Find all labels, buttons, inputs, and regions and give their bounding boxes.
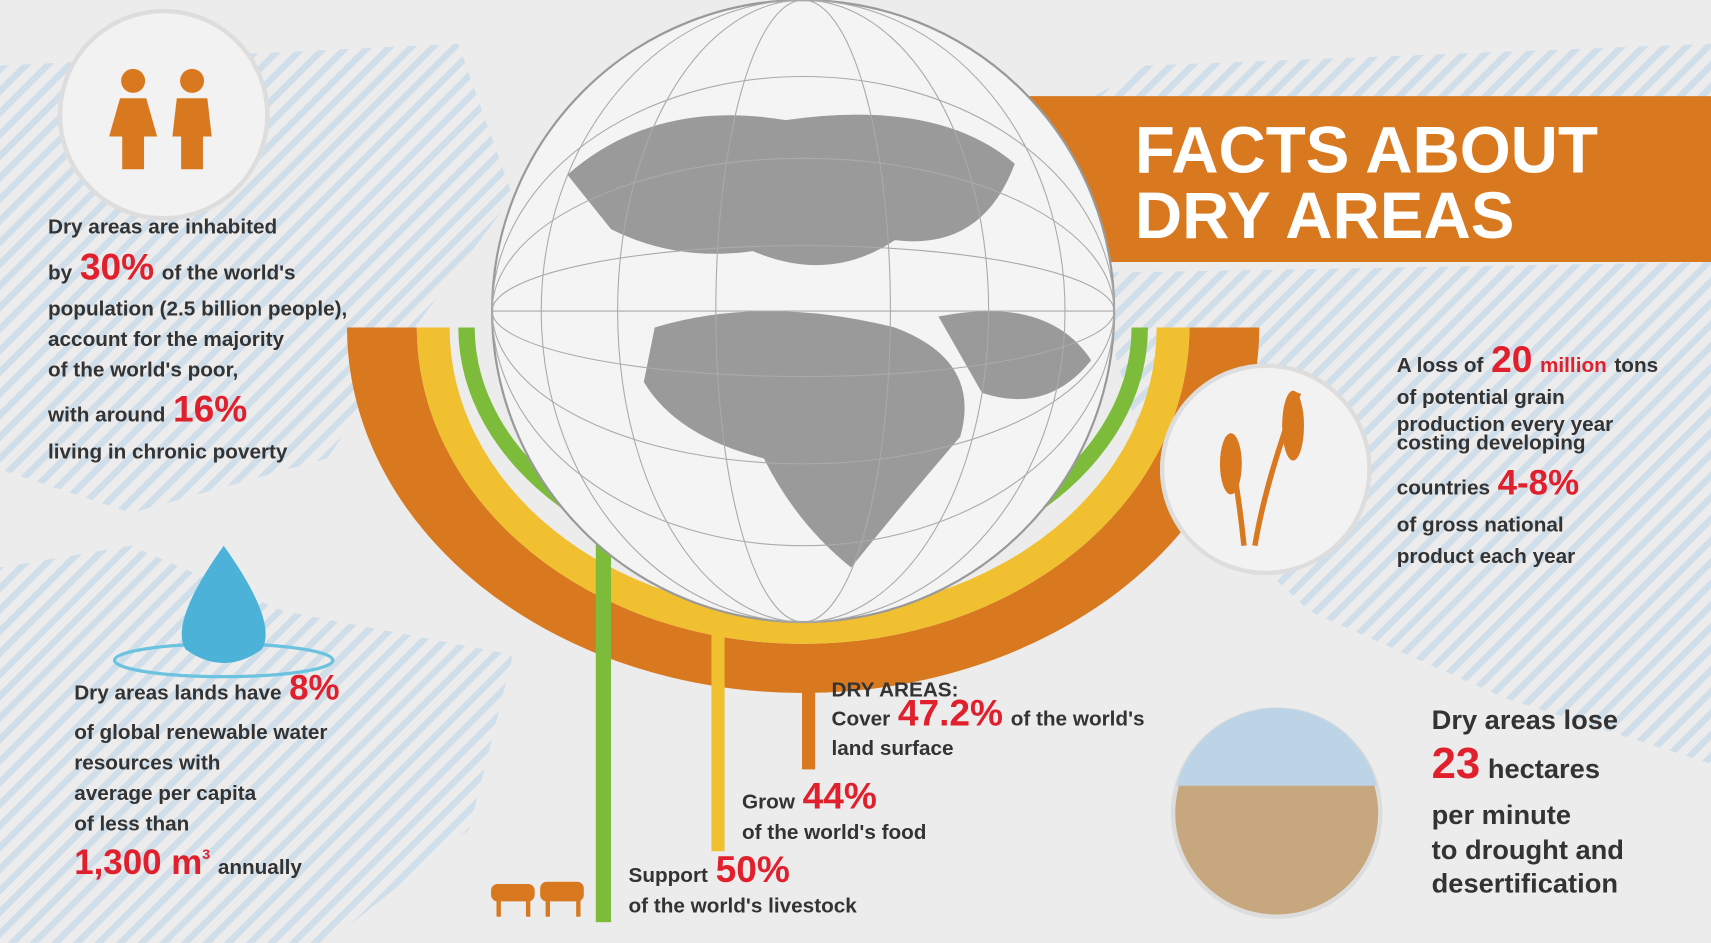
highlight: 20 [1491,338,1532,380]
highlight: 8% [289,669,339,708]
fact-text: of the world's food [742,821,926,844]
page: FACTS ABOUT DRY AREAS [0,0,1711,943]
fact-text: to drought and [1432,834,1624,865]
fact-line: desertification [1432,868,1618,899]
fact-text: Support [629,864,709,887]
fact-line: of gross national [1397,514,1564,537]
fact-line: Dry areas are inhabited [48,216,277,239]
fact-text: Cover [831,708,890,731]
fact-text: Dry areas lands have [74,682,281,705]
fact-line: of potential grain [1397,386,1565,409]
fact-text: living in chronic poverty [48,440,288,463]
fact-text: Dry areas are inhabited [48,216,277,239]
fact-text: costing developing [1397,432,1586,455]
fact-text: of the world's livestock [629,894,858,917]
highlight: 50% [716,848,790,890]
fact-text: per minute [1432,799,1571,830]
fact-line: of less than [74,813,189,836]
fact-text: Dry areas lose [1432,704,1618,735]
fact-text: desertification [1432,868,1618,899]
fact-text: of less than [74,813,189,836]
highlight: 4-8% [1498,463,1580,502]
fact-text: of the world's [1011,708,1145,731]
fact-line: Dry areas lose [1432,704,1618,735]
fact-line: of the world's food [742,821,926,844]
wheat-icon [1162,366,1369,573]
title: DRY AREAS [1135,179,1515,252]
bar-green [596,524,611,922]
fact-line: average per capita [74,782,256,805]
fact-text: with around [47,403,165,426]
fact-text: of potential grain [1397,386,1565,409]
fact-text: by [48,261,73,284]
fact-text: average per capita [74,782,256,805]
fact-line: account for the majority [48,328,284,351]
fact-text: A loss of [1397,354,1484,377]
fact-line: per minute [1432,799,1571,830]
highlight: 16% [173,387,247,429]
highlight: 23 [1432,739,1481,788]
fact-text: hectares [1488,753,1600,784]
fact-text: product each year [1397,545,1575,568]
fact-line: population (2.5 billion people), [48,297,347,320]
highlight: 44% [803,775,877,817]
fact-line: land surface [831,737,953,760]
highlight: 1,300 m [74,843,202,882]
highlight: 30% [80,245,154,287]
fact-text: of the world's poor, [48,359,238,382]
fact-text: resources with [74,751,220,774]
fact-text: annually [218,856,303,879]
people-icon [60,11,267,218]
fact-line: of the world's livestock [629,894,858,917]
title: FACTS ABOUT [1135,114,1598,187]
fact-line: product each year [1397,545,1575,568]
fact-line: of global renewable water [74,721,327,744]
bar-yellow [711,624,724,851]
fact-text: tons [1614,354,1658,377]
highlight: 3 [202,847,210,863]
highlight: 47.2% [898,692,1003,734]
fact-text: countries [1397,476,1490,499]
fact-text: land surface [831,737,953,760]
fact-text: account for the majority [48,328,284,351]
fact-line: to drought and [1432,834,1624,865]
highlight: million [1540,354,1607,377]
fact-line: costing developing [1397,432,1586,455]
fact-text: Grow [742,791,796,814]
fact-text: of global renewable water [74,721,327,744]
fact-text: of the world's [162,261,296,284]
fact-text: of gross national [1397,514,1564,537]
fact-text: population (2.5 billion people), [48,297,347,320]
fact-line: of the world's poor, [48,359,238,382]
fact-line: resources with [74,751,220,774]
globe [492,0,1114,622]
infographic: FACTS ABOUT DRY AREAS [0,0,1711,943]
bar-orange [802,688,815,770]
fact-line: living in chronic poverty [48,440,288,463]
land-photo [1173,708,1380,917]
